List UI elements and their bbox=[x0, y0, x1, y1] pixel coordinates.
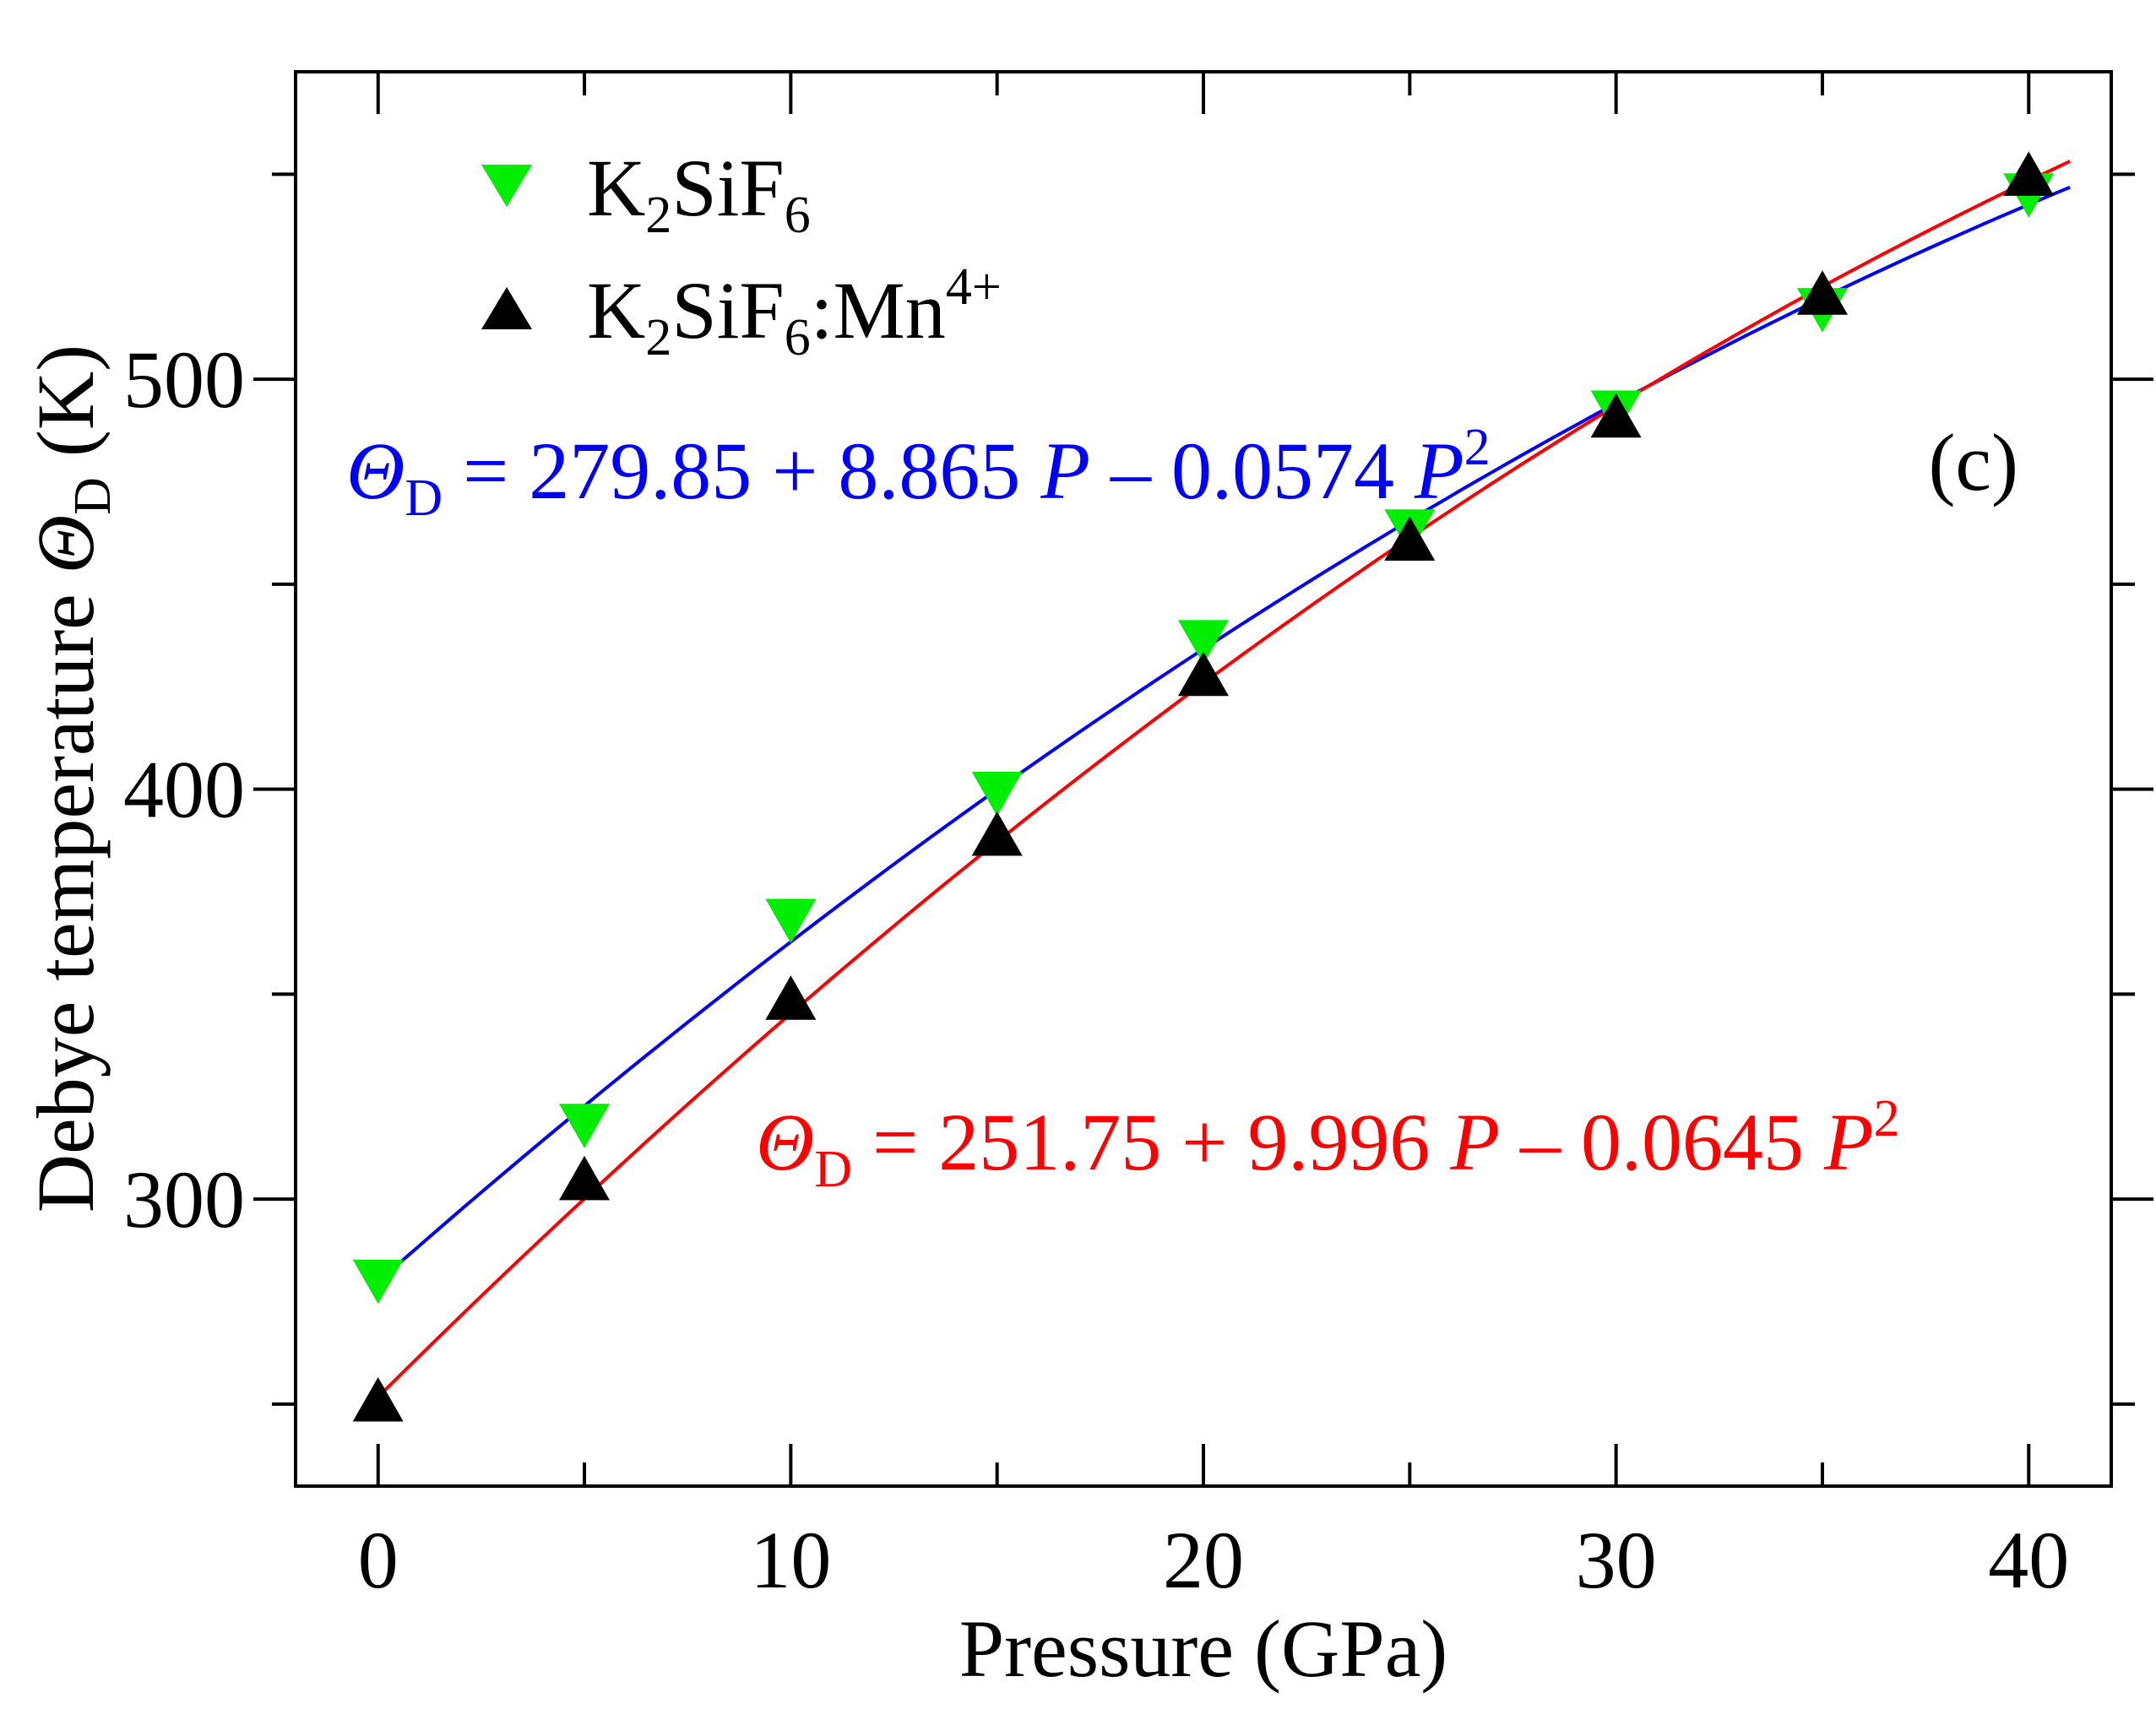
y-axis-title: Debye temperature ΘD (K) bbox=[20, 345, 122, 1213]
eq-blue-p2: P bbox=[1414, 426, 1464, 516]
eq-red-p2: P bbox=[1823, 1097, 1874, 1187]
marker-k2sif6-mn-point bbox=[352, 1377, 404, 1422]
x-tick-label: 20 bbox=[1163, 1515, 1244, 1605]
eq-red-p1: P bbox=[1449, 1097, 1500, 1187]
legend-marker-k2sif6-mn bbox=[481, 287, 532, 329]
eq-red-sub: D bbox=[814, 1141, 852, 1198]
marker-k2sif6-point bbox=[971, 772, 1023, 817]
axis-ticks bbox=[253, 72, 2153, 1486]
eq-blue-sub: D bbox=[405, 469, 443, 527]
fit-lines bbox=[377, 160, 2071, 1398]
y-tick-label: 500 bbox=[123, 334, 245, 425]
legend-label-k2sif6-mn: K2SiF6:Mn4+ bbox=[587, 258, 1002, 366]
eq-red-exp: 2 bbox=[1874, 1090, 1900, 1148]
x-tick-label: 30 bbox=[1576, 1515, 1657, 1605]
marker-k2sif6-mn-point bbox=[559, 1155, 610, 1201]
marker-k2sif6-mn-point bbox=[765, 975, 817, 1020]
x-tick-label: 0 bbox=[358, 1515, 399, 1605]
legend-mn-sub6: 6 bbox=[785, 309, 811, 366]
marker-k2sif6-mn-point bbox=[2003, 151, 2055, 196]
tick-labels: 0 10 20 30 40 300 400 500 bbox=[123, 334, 2069, 1605]
fit-curve-0 bbox=[377, 185, 2071, 1283]
x-tick-label: 40 bbox=[1988, 1515, 2069, 1605]
fit-equation-red: ΘD = 251.75 + 9.996 P – 0.0645 P2 bbox=[756, 1090, 1900, 1198]
eq-blue-body: = 279.85 + 8.865 bbox=[443, 426, 1040, 516]
marker-k2sif6-point bbox=[1178, 620, 1229, 665]
legend-label-k2sif6: K2SiF6 bbox=[587, 143, 811, 244]
marker-k2sif6-mn-point bbox=[1590, 393, 1642, 438]
legend-marker-k2sif6 bbox=[481, 165, 532, 207]
eq-blue-symbol: Θ bbox=[346, 426, 405, 516]
fit-curve-1 bbox=[377, 160, 2071, 1398]
y-axis-title-suffix: (K) bbox=[20, 345, 111, 477]
y-axis-title-prefix: Debye temperature bbox=[20, 573, 111, 1213]
eq-blue-mid: – 0.0574 bbox=[1090, 426, 1415, 516]
eq-blue-p1: P bbox=[1040, 426, 1090, 516]
eq-red-body: = 251.75 + 9.996 bbox=[852, 1097, 1450, 1187]
legend-mn-sub2: 2 bbox=[645, 309, 671, 366]
eq-red-symbol: Θ bbox=[756, 1097, 814, 1187]
y-axis-title-symbol: Θ bbox=[20, 515, 111, 573]
marker-k2sif6-mn-point bbox=[1384, 516, 1436, 561]
marker-k2sif6-point bbox=[765, 898, 817, 943]
y-tick-label: 400 bbox=[123, 745, 245, 835]
x-tick-label: 10 bbox=[750, 1515, 831, 1605]
marker-k2sif6-point bbox=[559, 1104, 610, 1148]
y-axis-title-subscript: D bbox=[64, 477, 122, 515]
legend-mn-sif: SiF bbox=[671, 265, 784, 355]
legend-k2sif6-sub6: 6 bbox=[785, 187, 811, 244]
data-markers bbox=[352, 151, 2055, 1422]
y-tick-label: 300 bbox=[123, 1154, 245, 1245]
legend-mn-tail: :Mn bbox=[811, 265, 946, 355]
fit-equation-blue: ΘD = 279.85 + 8.865 P – 0.0574 P2 bbox=[346, 419, 1491, 527]
marker-k2sif6-point bbox=[352, 1259, 404, 1305]
marker-k2sif6-mn-point bbox=[1178, 651, 1229, 697]
legend: K2SiF6 K2SiF6:Mn4+ bbox=[481, 143, 1002, 366]
panel-label: (c) bbox=[1928, 417, 2018, 507]
legend-k2sif6-sif: SiF bbox=[671, 143, 784, 233]
legend-k2sif6-sub2: 2 bbox=[645, 187, 671, 244]
legend-mn-k: K bbox=[587, 265, 645, 355]
marker-k2sif6-mn-point bbox=[971, 811, 1023, 856]
legend-k2sif6-k: K bbox=[587, 143, 645, 233]
marker-k2sif6-mn-point bbox=[1797, 270, 1848, 315]
eq-blue-exp: 2 bbox=[1464, 419, 1491, 476]
x-axis-title: Pressure (GPa) bbox=[959, 1603, 1448, 1694]
plot-frame bbox=[294, 70, 2113, 1488]
legend-mn-sup: 4+ bbox=[946, 258, 1002, 316]
eq-red-mid: – 0.0645 bbox=[1500, 1097, 1824, 1187]
